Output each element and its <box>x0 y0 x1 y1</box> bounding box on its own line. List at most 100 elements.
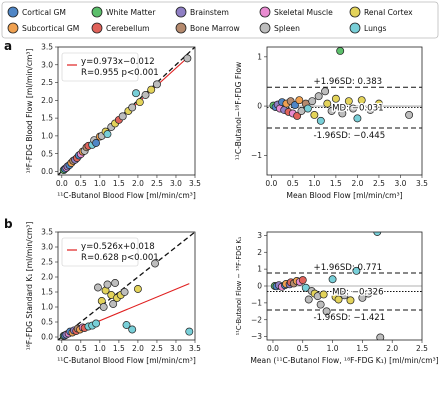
data-point <box>353 114 362 123</box>
data-point <box>338 109 347 118</box>
data-point <box>373 232 382 236</box>
y-tick-label: 0.5 <box>41 149 53 158</box>
x-tick-label: 0.5 <box>287 179 299 188</box>
x-tick-label: 1.0 <box>94 344 106 353</box>
y-axis-label: ¹⁸F-FDG Standard K₁ [ml/min/cm³] <box>25 222 34 351</box>
fit-equation: y=0.973x−0.012 <box>81 57 155 67</box>
legend-label: White Matter <box>106 8 156 17</box>
y-tick-label: 2.0 <box>41 96 53 105</box>
y-tick-label: 1.0 <box>41 131 53 140</box>
legend-marker <box>259 6 271 18</box>
y-tick-label: 3.0 <box>41 243 53 252</box>
charts: 0.0 0.5 1.0 1.5 2.0 2.5 3.0 3.5 0.0 0.5 1.0 1.5 2.0 2… <box>25 43 439 365</box>
legend: Cortical GM White Matter Brainstem Skeletal… <box>1 1 439 39</box>
y-tick-label: 2.5 <box>41 78 53 87</box>
data-point <box>327 107 336 115</box>
fit-stats: R=0.628 p<0.001 <box>81 253 159 263</box>
x-tick-label: 0.0 <box>56 179 68 188</box>
data-point <box>135 98 144 107</box>
data-point <box>358 293 367 302</box>
legend-marker <box>91 22 103 34</box>
fit-legend-box <box>61 237 139 267</box>
panel-label-a: a <box>4 39 12 53</box>
x-tick-label: 2.0 <box>351 179 363 188</box>
data-point <box>92 139 101 147</box>
data-point <box>357 96 366 105</box>
data-point <box>323 99 332 108</box>
data-point <box>364 289 373 298</box>
identity-line <box>58 232 195 340</box>
data-point <box>118 112 127 121</box>
data-point <box>152 80 161 89</box>
x-tick-label: 2.0 <box>132 344 144 353</box>
identity-line <box>58 47 195 175</box>
data-point <box>352 266 361 275</box>
data-point <box>298 276 307 285</box>
x-tick-label: 0.5 <box>75 179 87 188</box>
data-point <box>151 259 159 268</box>
data-point <box>308 97 317 106</box>
y-tick-label: 1.0 <box>41 303 53 312</box>
y-tick-label: 0.5 <box>41 318 53 327</box>
legend-marker <box>349 22 361 34</box>
x-tick-label: 0.5 <box>75 344 87 353</box>
y-tick-label: 3 <box>257 231 262 240</box>
data-point <box>331 94 340 103</box>
x-tick-label: 1.5 <box>356 344 368 353</box>
mean-diff-label: MD: −0.031 <box>332 104 383 114</box>
fit-stats: R=0.955 p<0.001 <box>81 68 159 78</box>
x-tick-label: 2.5 <box>151 344 163 353</box>
x-tick-label: 1.5 <box>113 344 125 353</box>
legend-marker <box>349 6 361 18</box>
data-point <box>374 99 383 108</box>
x-tick-label: 1.5 <box>330 179 342 188</box>
data-point <box>185 327 194 336</box>
y-tick-label: 0 <box>257 282 262 291</box>
y-tick-label: 1.5 <box>41 114 53 123</box>
y-tick-label: −1 <box>251 298 262 307</box>
legend-label: Renal Cortex <box>364 8 413 17</box>
plot-area <box>267 47 422 129</box>
legend-label: Lungs <box>364 24 387 33</box>
y-tick-label: 3.5 <box>41 43 53 52</box>
legend-label: Subcortical GM <box>22 24 79 33</box>
data-point <box>316 300 325 309</box>
data-point <box>334 295 343 304</box>
data-point <box>128 325 137 334</box>
data-point <box>328 275 337 284</box>
plot-area <box>58 232 195 340</box>
plot-area <box>267 232 422 340</box>
legend-label: Skeletal Muscle <box>274 8 333 17</box>
data-point <box>132 89 140 98</box>
data-point <box>133 285 142 293</box>
mean-diff-label: MD: −0.326 <box>332 288 383 298</box>
legend-marker <box>259 22 271 34</box>
x-tick-label: 0.0 <box>267 344 279 353</box>
axes-frame <box>57 46 196 176</box>
data-point <box>103 130 112 139</box>
y-tick-label: 0.0 <box>41 167 53 176</box>
chart-a-left: 0.0 0.5 1.0 1.5 2.0 2.5 3.0 3.5 0.0 0.5 1.0 1.5 2.0 2… <box>25 43 201 200</box>
data-point <box>111 279 120 287</box>
data-point <box>183 54 192 63</box>
y-axis-label: ¹¹C-Butanol Flow − ¹⁸F-FDG K₁ <box>235 236 243 335</box>
legend-box <box>1 1 439 39</box>
x-tick-label: 3.5 <box>416 179 428 188</box>
data-point <box>128 103 137 112</box>
y-tick-label: 1.5 <box>41 288 53 297</box>
data-point <box>120 288 129 296</box>
data-point <box>376 333 385 340</box>
data-point <box>314 92 323 101</box>
x-tick-label: 2.5 <box>416 344 428 353</box>
lower-loa-label: -1.96SD: −0.445 <box>314 131 386 141</box>
data-point <box>303 104 312 113</box>
y-tick-label: 2.0 <box>41 273 53 282</box>
data-point <box>319 290 328 299</box>
legend-marker <box>7 22 19 34</box>
data-point <box>141 91 150 99</box>
fit-equation: y=0.526x+0.018 <box>81 242 155 252</box>
panel-label-b: b <box>4 217 13 231</box>
x-tick-label: 0.0 <box>56 344 68 353</box>
axes-frame <box>57 231 196 341</box>
